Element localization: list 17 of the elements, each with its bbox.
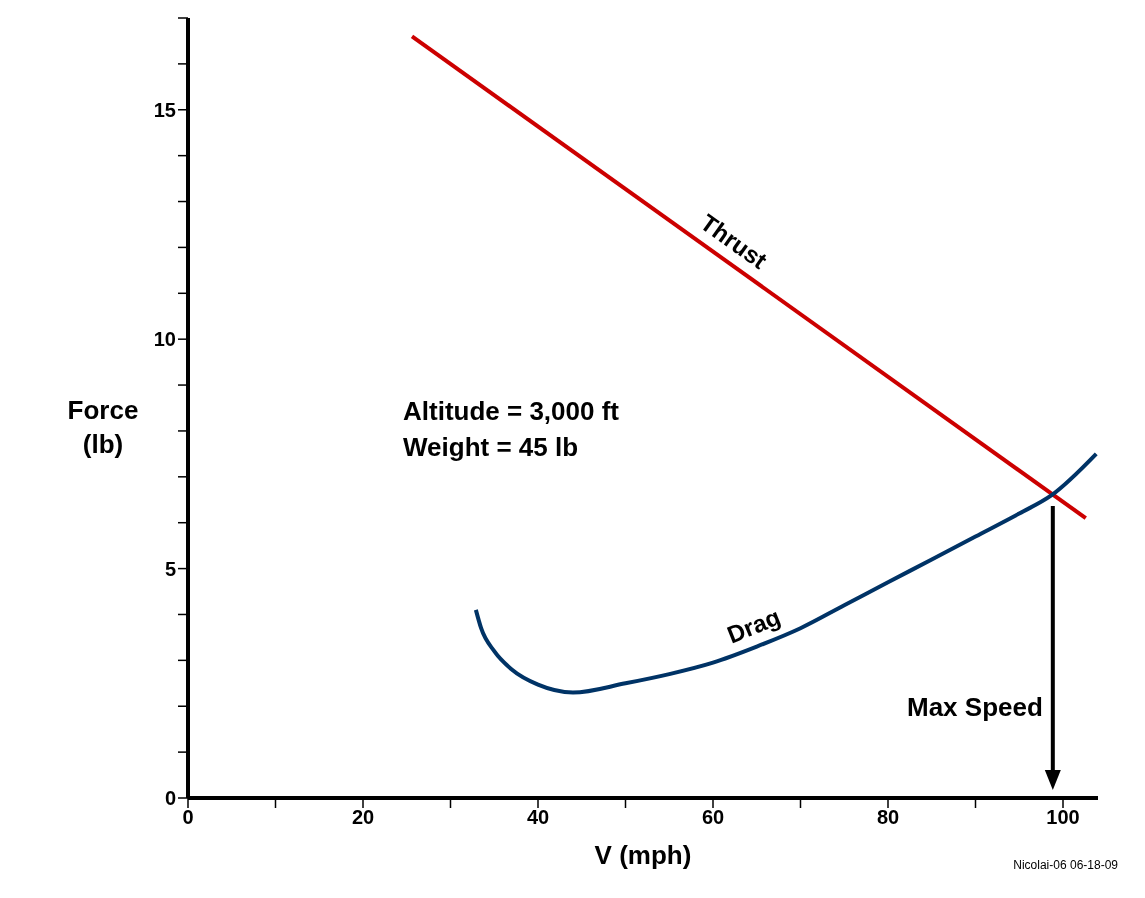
text: Nicolai-06 06-18-09 bbox=[1013, 858, 1118, 872]
annotation: Altitude = 3,000 ft bbox=[403, 395, 619, 428]
x-tick-label: 0 bbox=[182, 806, 194, 829]
x-tick-label: 40 bbox=[526, 806, 550, 829]
x-tick-label: 80 bbox=[876, 806, 900, 829]
annotation: Max Speed bbox=[906, 692, 1043, 723]
annotation: Weight = 45 lb bbox=[403, 431, 580, 464]
y-tick-label: 0 bbox=[164, 787, 176, 810]
text: Drag bbox=[723, 602, 784, 649]
y-axis-title: Force (lb) bbox=[66, 394, 140, 461]
y-tick-label: 5 bbox=[164, 557, 176, 580]
x-tick-label: 60 bbox=[701, 806, 725, 829]
x-axis-title: V (mph) bbox=[594, 840, 692, 870]
y-tick-label: 10 bbox=[153, 328, 176, 351]
x-tick-label: 20 bbox=[351, 806, 375, 829]
y-tick-label: 15 bbox=[153, 98, 176, 121]
x-tick-label: 100 bbox=[1046, 806, 1080, 829]
